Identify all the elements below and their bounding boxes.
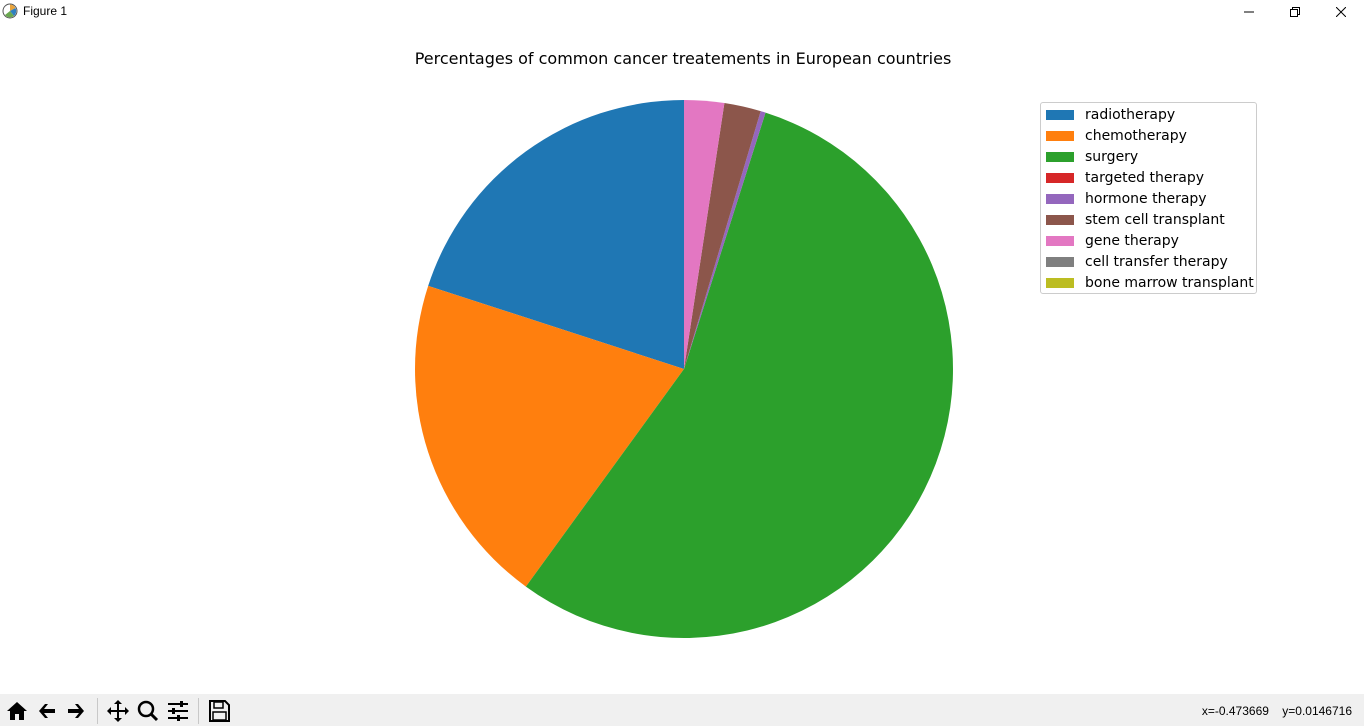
pie-slice-surgery (525, 112, 953, 638)
pan-icon (107, 700, 129, 722)
legend-label: stem cell transplant (1085, 212, 1225, 228)
legend-swatch (1046, 152, 1074, 162)
legend-swatch (1046, 236, 1074, 246)
legend-item: radiotherapy (1046, 106, 1175, 124)
arrow-left-icon (39, 704, 55, 718)
zoom-button[interactable] (134, 697, 162, 725)
cursor-y-readout: y=0.0146716 (1282, 704, 1352, 718)
magnifier-icon (137, 700, 159, 722)
pie-slice-hormone-therapy (684, 111, 766, 369)
legend-item: cell transfer therapy (1046, 253, 1228, 271)
legend-swatch (1046, 215, 1074, 225)
legend-label: radiotherapy (1085, 107, 1176, 123)
restore-icon (1290, 6, 1300, 17)
legend-item: bone marrow transplant (1046, 274, 1254, 292)
pan-button[interactable] (104, 697, 132, 725)
floppy-disk-icon (209, 700, 230, 722)
pie-slices (415, 100, 953, 638)
home-button[interactable] (3, 697, 31, 725)
legend-label: targeted therapy (1085, 170, 1204, 186)
sliders-icon (168, 701, 188, 721)
legend-label: gene therapy (1085, 233, 1179, 249)
figure-canvas[interactable]: Percentages of common cancer treatements… (0, 23, 1364, 694)
cursor-x-readout: x=-0.473669 (1201, 704, 1269, 718)
legend-swatch (1046, 194, 1074, 204)
forward-button[interactable] (62, 697, 90, 725)
legend-item: surgery (1046, 148, 1138, 166)
matplotlib-logo-icon (2, 3, 18, 19)
toolbar-separator (97, 698, 98, 724)
window-titlebar: Figure 1 (0, 0, 1364, 23)
back-button[interactable] (33, 697, 61, 725)
legend-label: cell transfer therapy (1085, 254, 1228, 270)
navigation-toolbar: x=-0.473669 y=0.0146716 (0, 694, 1364, 726)
legend-swatch (1046, 131, 1074, 141)
legend-label: hormone therapy (1085, 191, 1207, 207)
configure-subplots-button[interactable] (164, 697, 192, 725)
close-button[interactable] (1318, 0, 1364, 23)
toolbar-separator (198, 698, 199, 724)
legend-swatch (1046, 173, 1074, 183)
legend-item: hormone therapy (1046, 190, 1207, 208)
pie-slice-stem-cell-transplant (684, 103, 761, 370)
legend-label: bone marrow transplant (1085, 275, 1254, 291)
legend-item: gene therapy (1046, 232, 1179, 250)
home-icon (7, 702, 27, 720)
minimize-icon (1244, 11, 1254, 12)
legend-label: chemotherapy (1085, 128, 1187, 144)
arrow-right-icon (68, 704, 84, 718)
window-title: Figure 1 (23, 4, 68, 18)
restore-button[interactable] (1272, 0, 1318, 23)
chart-legend: radiotherapy chemotherapy surgery targeted … (1040, 102, 1257, 294)
legend-label: surgery (1085, 149, 1139, 165)
pie-slice-chemotherapy (415, 285, 684, 587)
legend-swatch (1046, 257, 1074, 267)
chart-title: Percentages of common cancer treatements… (415, 49, 952, 68)
cursor-coordinates: x=-0.473669 y=0.0146716 (1192, 704, 1352, 718)
legend-swatch (1046, 278, 1074, 288)
minimize-button[interactable] (1226, 0, 1272, 23)
pie-chart: Percentages of common cancer treatements… (415, 49, 953, 638)
save-button[interactable] (205, 697, 233, 725)
pie-slice-gene-therapy (684, 100, 725, 369)
legend-item: targeted therapy (1046, 169, 1204, 187)
legend-item: chemotherapy (1046, 127, 1187, 145)
pie-slice-radiotherapy (428, 100, 684, 369)
legend-item: stem cell transplant (1046, 211, 1225, 229)
legend-swatch (1046, 110, 1074, 120)
close-icon (1336, 6, 1346, 17)
